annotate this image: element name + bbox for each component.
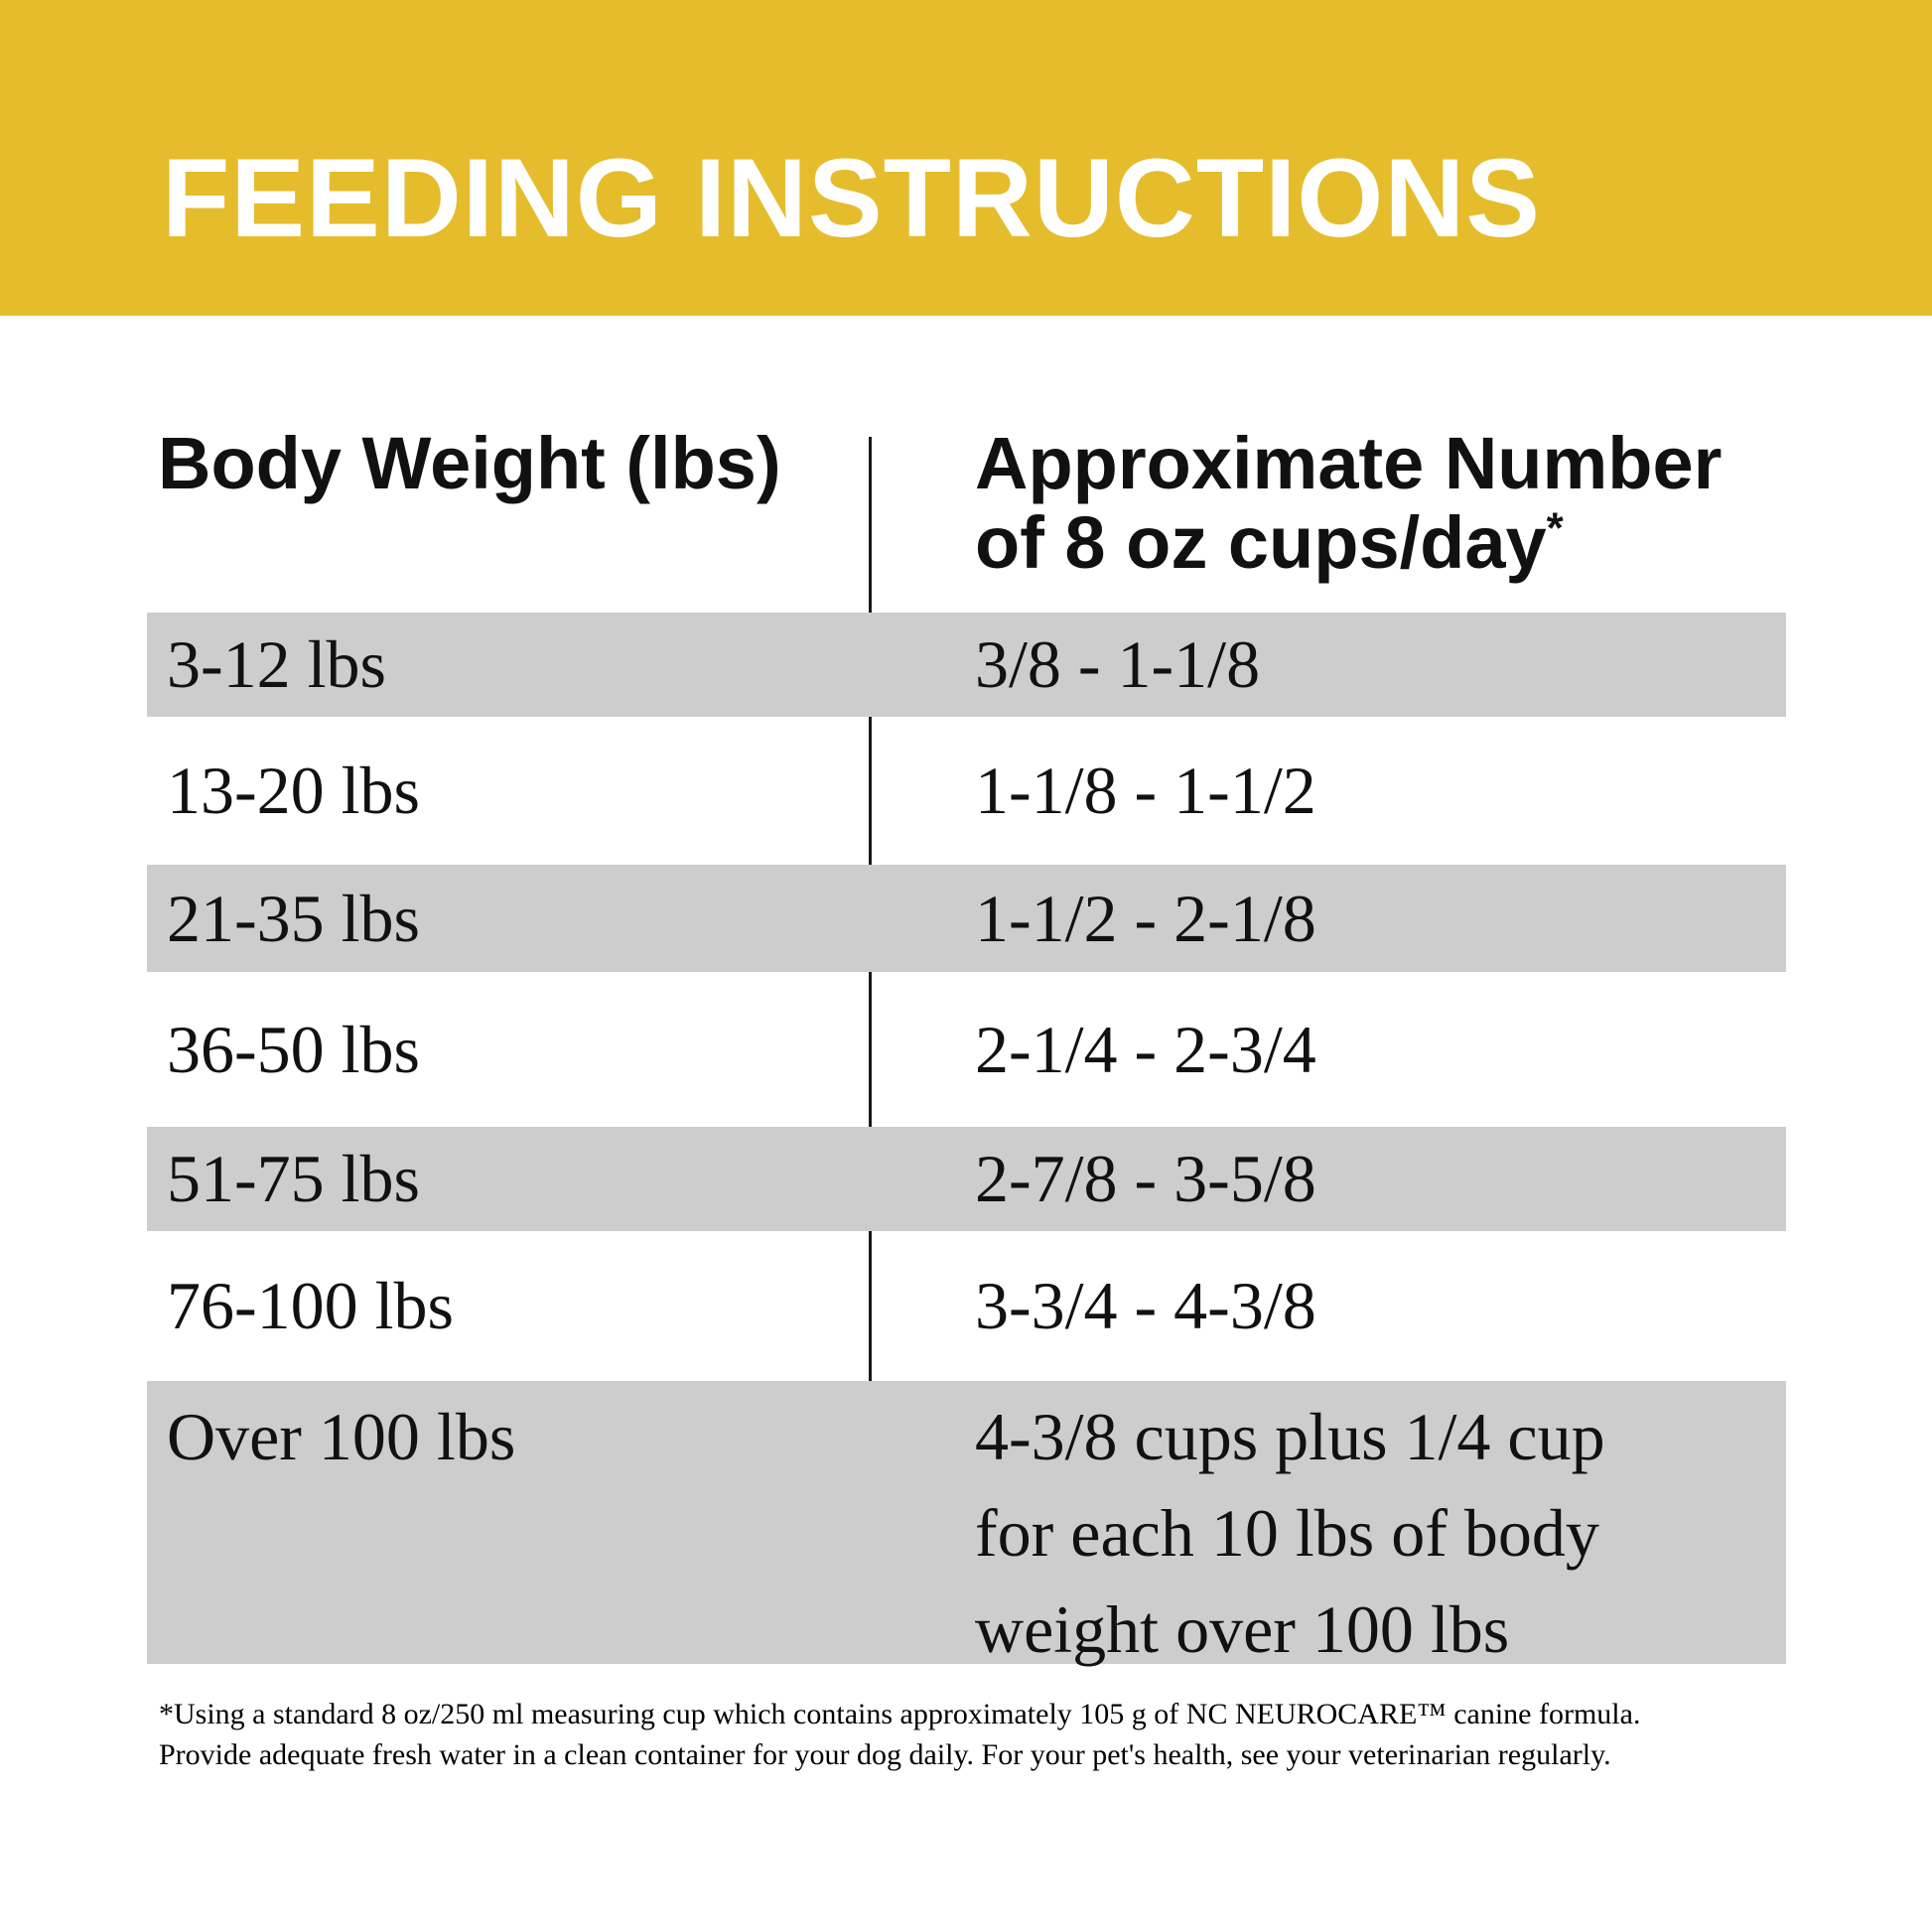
table-row: 3-12 lbs 3/8 - 1-1/8 — [147, 613, 1786, 717]
footnote-line2: Provide adequate fresh water in a clean … — [159, 1738, 1611, 1771]
cups-cell: 1-1/2 - 2-1/8 — [975, 880, 1316, 956]
weight-cell: 21-35 lbs — [167, 880, 420, 956]
footnote-marker: * — [1546, 503, 1564, 553]
footnote: *Using a standard 8 oz/250 ml measuring … — [159, 1694, 1827, 1775]
weight-cell: Over 100 lbs — [167, 1399, 516, 1474]
cups-cell: 4-3/8 cups plus 1/4 cup for each 10 lbs … — [870, 1389, 1786, 1678]
weight-cell: 3-12 lbs — [167, 626, 386, 702]
cups-cell: 2-1/4 - 2-3/4 — [975, 1011, 1316, 1087]
table-row: 36-50 lbs 2-1/4 - 2-3/4 — [147, 972, 1786, 1127]
cups-cell: 3/8 - 1-1/8 — [975, 626, 1261, 702]
table-row: Over 100 lbs 4-3/8 cups plus 1/4 cup for… — [147, 1381, 1786, 1667]
cups-cell: 2-7/8 - 3-5/8 — [975, 1141, 1316, 1216]
weight-cell: 76-100 lbs — [167, 1268, 454, 1343]
cups-cell: 3-3/4 - 4-3/8 — [975, 1268, 1316, 1343]
weight-cell: 36-50 lbs — [167, 1011, 420, 1087]
weight-cell: 51-75 lbs — [167, 1141, 420, 1216]
weight-cell: 13-20 lbs — [167, 753, 420, 828]
cups-line: 4-3/8 cups plus 1/4 cup — [975, 1399, 1605, 1474]
table-row: 76-100 lbs 3-3/4 - 4-3/8 — [147, 1231, 1786, 1381]
table-row: 21-35 lbs 1-1/2 - 2-1/8 — [147, 865, 1786, 972]
page-title: FEEDING INSTRUCTIONS — [162, 136, 1541, 260]
cups-line: weight over 100 lbs — [975, 1591, 1510, 1667]
cups-cell: 1-1/8 - 1-1/2 — [975, 753, 1316, 828]
footnote-line1: *Using a standard 8 oz/250 ml measuring … — [159, 1698, 1641, 1730]
column-header-body-weight: Body Weight (lbs) — [158, 422, 781, 504]
column-header-cups-line1: Approximate Number — [975, 422, 1723, 504]
table-row: 51-75 lbs 2-7/8 - 3-5/8 — [147, 1127, 1786, 1231]
cups-line: for each 10 lbs of body — [975, 1495, 1599, 1571]
header-banner: FEEDING INSTRUCTIONS — [0, 0, 1932, 316]
table-row: 13-20 lbs 1-1/8 - 1-1/2 — [147, 717, 1786, 865]
column-header-cups-line2: of 8 oz cups/day — [975, 501, 1547, 584]
column-divider-line — [869, 437, 872, 1664]
column-header-cups-per-day: Approximate Number of 8 oz cups/day* — [975, 424, 1729, 583]
